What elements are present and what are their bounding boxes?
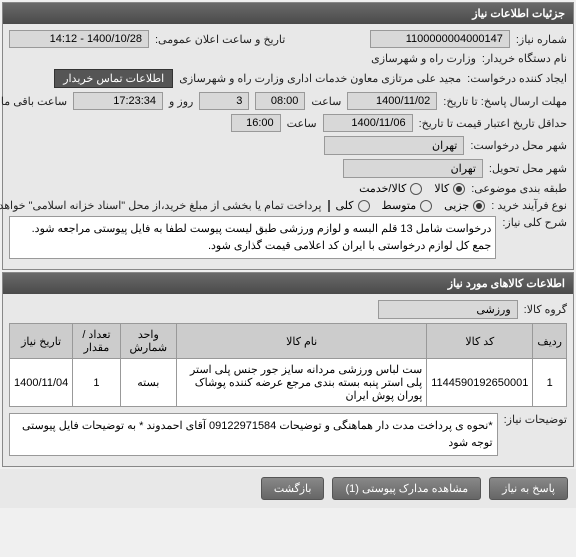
col-unit: واحد شمارش — [120, 324, 176, 359]
process-option1-radio[interactable]: جزیی — [444, 199, 485, 212]
overall-desc-label: شرح کلی نیاز: — [502, 216, 567, 229]
radio-icon — [473, 200, 485, 212]
col-code: کد کالا — [427, 324, 533, 359]
group-label: گروه کالا: — [524, 303, 567, 316]
col-qty: تعداد / مقدار — [73, 324, 120, 359]
request-city-field: تهران — [324, 136, 464, 155]
time-label-2: ساعت — [287, 117, 317, 130]
table-header-row: ردیف کد کالا نام کالا واحد شمارش تعداد /… — [10, 324, 567, 359]
payment-checkbox[interactable] — [328, 200, 330, 212]
cell-date: 1400/11/04 — [10, 359, 73, 407]
validity-time-field: 16:00 — [231, 114, 281, 132]
items-panel: اطلاعات کالاهای مورد نیاز گروه کالا: ورز… — [2, 272, 574, 467]
col-name: نام کالا — [177, 324, 427, 359]
need-number-label: شماره نیاز: — [516, 33, 567, 46]
countdown-field: 17:23:34 — [73, 92, 163, 110]
items-panel-body: گروه کالا: ورزشی ردیف کد کالا نام کالا و… — [3, 294, 573, 466]
notes-label: توضیحات نیاز: — [504, 413, 567, 426]
main-panel-body: شماره نیاز: 1100000004000147 تاریخ و ساع… — [3, 24, 573, 269]
time-label-1: ساعت — [311, 95, 341, 108]
request-city-label: شهر محل درخواست: — [470, 139, 567, 152]
footer-buttons: پاسخ به نیاز مشاهده مدارک پیوستی (1) باز… — [0, 469, 576, 508]
announce-datetime-label: تاریخ و ساعت اعلان عمومی: — [155, 33, 285, 46]
process-type-label: نوع فرآیند خرید : — [491, 199, 567, 212]
table-row[interactable]: 1 1144590192650001 ست لباس ورزشی مردانه … — [10, 359, 567, 407]
overall-desc-field: درخواست شامل 13 قلم البسه و لوازم ورزشی … — [9, 216, 496, 259]
class-goods-radio[interactable]: کالا — [434, 182, 465, 195]
col-row-num: ردیف — [533, 324, 567, 359]
buyer-org-value: وزارت راه و شهرسازی — [371, 52, 476, 65]
need-number-field: 1100000004000147 — [370, 30, 510, 48]
col-date: تاریخ نیاز — [10, 324, 73, 359]
process-option2-radio[interactable]: متوسط — [382, 199, 433, 212]
radio-icon — [420, 200, 432, 212]
classification-label: طبقه بندی موضوعی: — [471, 182, 567, 195]
class-service-label: کالا/خدمت — [359, 182, 406, 195]
response-deadline-label: مهلت ارسال پاسخ: تا تاریخ: — [443, 95, 567, 108]
reply-button[interactable]: پاسخ به نیاز — [489, 477, 568, 500]
response-date-field: 1400/11/02 — [347, 92, 437, 110]
process-option1-label: جزیی — [444, 199, 469, 212]
items-panel-header: اطلاعات کالاهای مورد نیاز — [3, 273, 573, 294]
notes-field: *نحوه ی پرداخت مدت دار هماهنگی و توضیحات… — [9, 413, 498, 456]
process-option3-label: کلی — [336, 199, 354, 212]
attachments-button[interactable]: مشاهده مدارک پیوستی (1) — [332, 477, 481, 500]
remaining-label: ساعت باقی مانده — [0, 95, 67, 108]
cell-qty: 1 — [73, 359, 120, 407]
response-time-field: 08:00 — [255, 92, 305, 110]
validity-label: حداقل تاریخ اعتبار قیمت تا تاریخ: — [419, 117, 567, 130]
process-option3-radio[interactable]: کلی — [336, 199, 370, 212]
group-value-field: ورزشی — [378, 300, 518, 319]
back-button[interactable]: بازگشت — [261, 477, 325, 500]
cell-code: 1144590192650001 — [427, 359, 533, 407]
process-radio-group: جزیی متوسط کلی — [336, 199, 486, 212]
items-table: ردیف کد کالا نام کالا واحد شمارش تعداد /… — [9, 323, 567, 407]
payment-note: پرداخت تمام یا بخشی از مبلغ خرید،از محل … — [0, 199, 322, 212]
items-panel-title: اطلاعات کالاهای مورد نیاز — [448, 278, 565, 290]
buyer-org-label: نام دستگاه خریدار: — [482, 52, 567, 65]
main-panel-title: جزئیات اطلاعات نیاز — [472, 8, 565, 20]
main-panel-header: جزئیات اطلاعات نیاز — [3, 3, 573, 24]
days-remaining-field: 3 — [199, 92, 249, 110]
cell-unit: بسته — [120, 359, 176, 407]
request-creator-value: مجید علی مرتازی معاون خدمات اداری وزارت … — [179, 72, 461, 85]
radio-icon — [453, 183, 465, 195]
cell-row-num: 1 — [533, 359, 567, 407]
cell-name: ست لباس ورزشی مردانه سایز جور جنس پلی اس… — [177, 359, 427, 407]
main-panel: جزئیات اطلاعات نیاز شماره نیاز: 11000000… — [2, 2, 574, 270]
classification-radio-group: کالا کالا/خدمت — [359, 182, 465, 195]
process-option2-label: متوسط — [382, 199, 417, 212]
radio-icon — [358, 200, 370, 212]
class-goods-label: کالا — [434, 182, 449, 195]
radio-icon — [410, 183, 422, 195]
delivery-city-field: تهران — [343, 159, 483, 178]
days-label: روز و — [169, 95, 193, 108]
class-service-radio[interactable]: کالا/خدمت — [359, 182, 422, 195]
delivery-city-label: شهر محل تحویل: — [489, 162, 567, 175]
announce-datetime-field: 1400/10/28 - 14:12 — [9, 30, 149, 48]
request-creator-label: ایجاد کننده درخواست: — [467, 72, 567, 85]
contact-info-button[interactable]: اطلاعات تماس خریدار — [54, 69, 173, 88]
validity-date-field: 1400/11/06 — [323, 114, 413, 132]
